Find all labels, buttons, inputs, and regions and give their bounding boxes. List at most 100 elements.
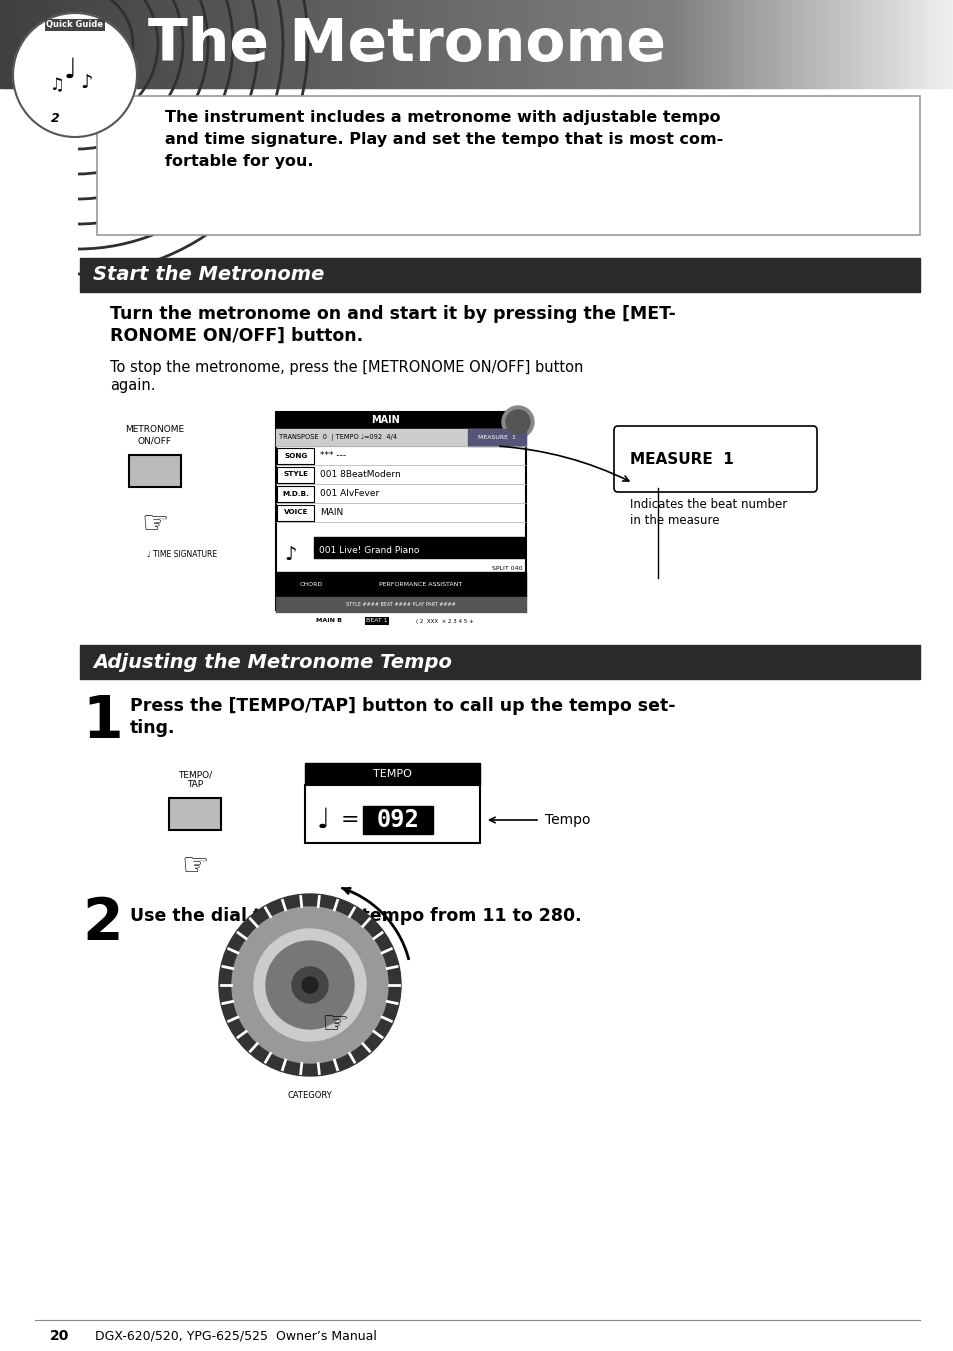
Bar [233,0,239,88]
Bar [653,0,659,88]
Bar [748,0,754,88]
Circle shape [292,967,328,1002]
Circle shape [266,942,354,1029]
Text: The Metronome: The Metronome [148,15,665,73]
Bar [920,0,925,88]
Bar [314,0,320,88]
Bar [762,0,768,88]
Bar [91,0,96,88]
Bar [467,0,473,88]
Bar [472,0,477,88]
Bar [200,0,206,88]
FancyBboxPatch shape [277,485,314,501]
Bar [76,0,82,88]
Bar [67,0,72,88]
Bar [753,0,759,88]
Bar [629,0,635,88]
Bar [786,0,792,88]
Text: RONOME ON/OFF] button.: RONOME ON/OFF] button. [110,327,363,345]
Bar [510,0,516,88]
Bar [524,0,530,88]
Bar [929,0,935,88]
Circle shape [505,409,530,434]
Bar [157,0,163,88]
Text: fortable for you.: fortable for you. [165,154,314,169]
Bar [319,0,325,88]
Bar [191,0,196,88]
Bar [643,0,649,88]
Bar [558,0,563,88]
Bar [624,0,630,88]
Text: MEASURE  1: MEASURE 1 [477,435,516,440]
Bar [300,0,306,88]
Bar [610,0,616,88]
Text: ♩: ♩ [316,807,329,834]
FancyBboxPatch shape [277,466,314,482]
Bar [543,0,549,88]
Bar [238,0,244,88]
Bar [824,0,830,88]
Bar [243,0,249,88]
Text: STYLE #### BEAT #### PLAY PART ####: STYLE #### BEAT #### PLAY PART #### [346,603,456,608]
Bar [281,0,287,88]
Bar [363,807,433,834]
Bar [829,0,835,88]
Text: ♩: ♩ [63,55,76,84]
Bar [272,0,277,88]
Bar [672,0,678,88]
FancyBboxPatch shape [277,504,314,520]
FancyBboxPatch shape [614,426,816,492]
Bar [229,0,234,88]
Bar [248,0,253,88]
Bar [434,0,439,88]
Bar [715,0,720,88]
Bar [400,0,406,88]
Bar [62,0,68,88]
Text: STYLE: STYLE [283,471,308,477]
Text: ♫: ♫ [50,76,65,95]
Bar [486,0,492,88]
Bar [810,0,816,88]
Text: Start the Metronome: Start the Metronome [92,266,324,285]
Bar [481,0,487,88]
Bar [5,0,10,88]
Bar [381,0,387,88]
Text: in the measure: in the measure [629,513,719,527]
Bar [943,0,949,88]
Bar [519,0,525,88]
Bar [681,0,687,88]
Bar [105,0,111,88]
Bar [700,0,706,88]
Bar [295,0,301,88]
Bar [395,0,401,88]
Text: TRANSPOSE  0  | TEMPO ♩=092  4/4: TRANSPOSE 0 | TEMPO ♩=092 4/4 [278,434,396,440]
Bar [48,0,53,88]
Bar [939,0,944,88]
Bar [538,0,544,88]
Bar [791,0,797,88]
Bar [429,0,435,88]
Bar [419,0,425,88]
Bar [257,0,263,88]
Text: Quick Guide: Quick Guide [47,20,104,30]
Bar [410,0,416,88]
Bar [186,0,192,88]
Bar [548,0,554,88]
Bar [114,0,120,88]
Bar [338,0,344,88]
Bar [80,258,919,292]
Bar [329,0,335,88]
Bar [667,0,673,88]
Bar [639,0,644,88]
Text: and time signature. Play and set the tempo that is most com-: and time signature. Play and set the tem… [165,132,722,147]
Bar [858,0,863,88]
Bar [33,0,39,88]
Bar [305,763,479,785]
Bar [343,0,349,88]
Bar [462,0,468,88]
Text: ♪: ♪ [284,544,296,563]
Bar [910,0,916,88]
Bar [195,0,201,88]
Text: CHORD: CHORD [299,582,322,586]
Bar [43,0,49,88]
